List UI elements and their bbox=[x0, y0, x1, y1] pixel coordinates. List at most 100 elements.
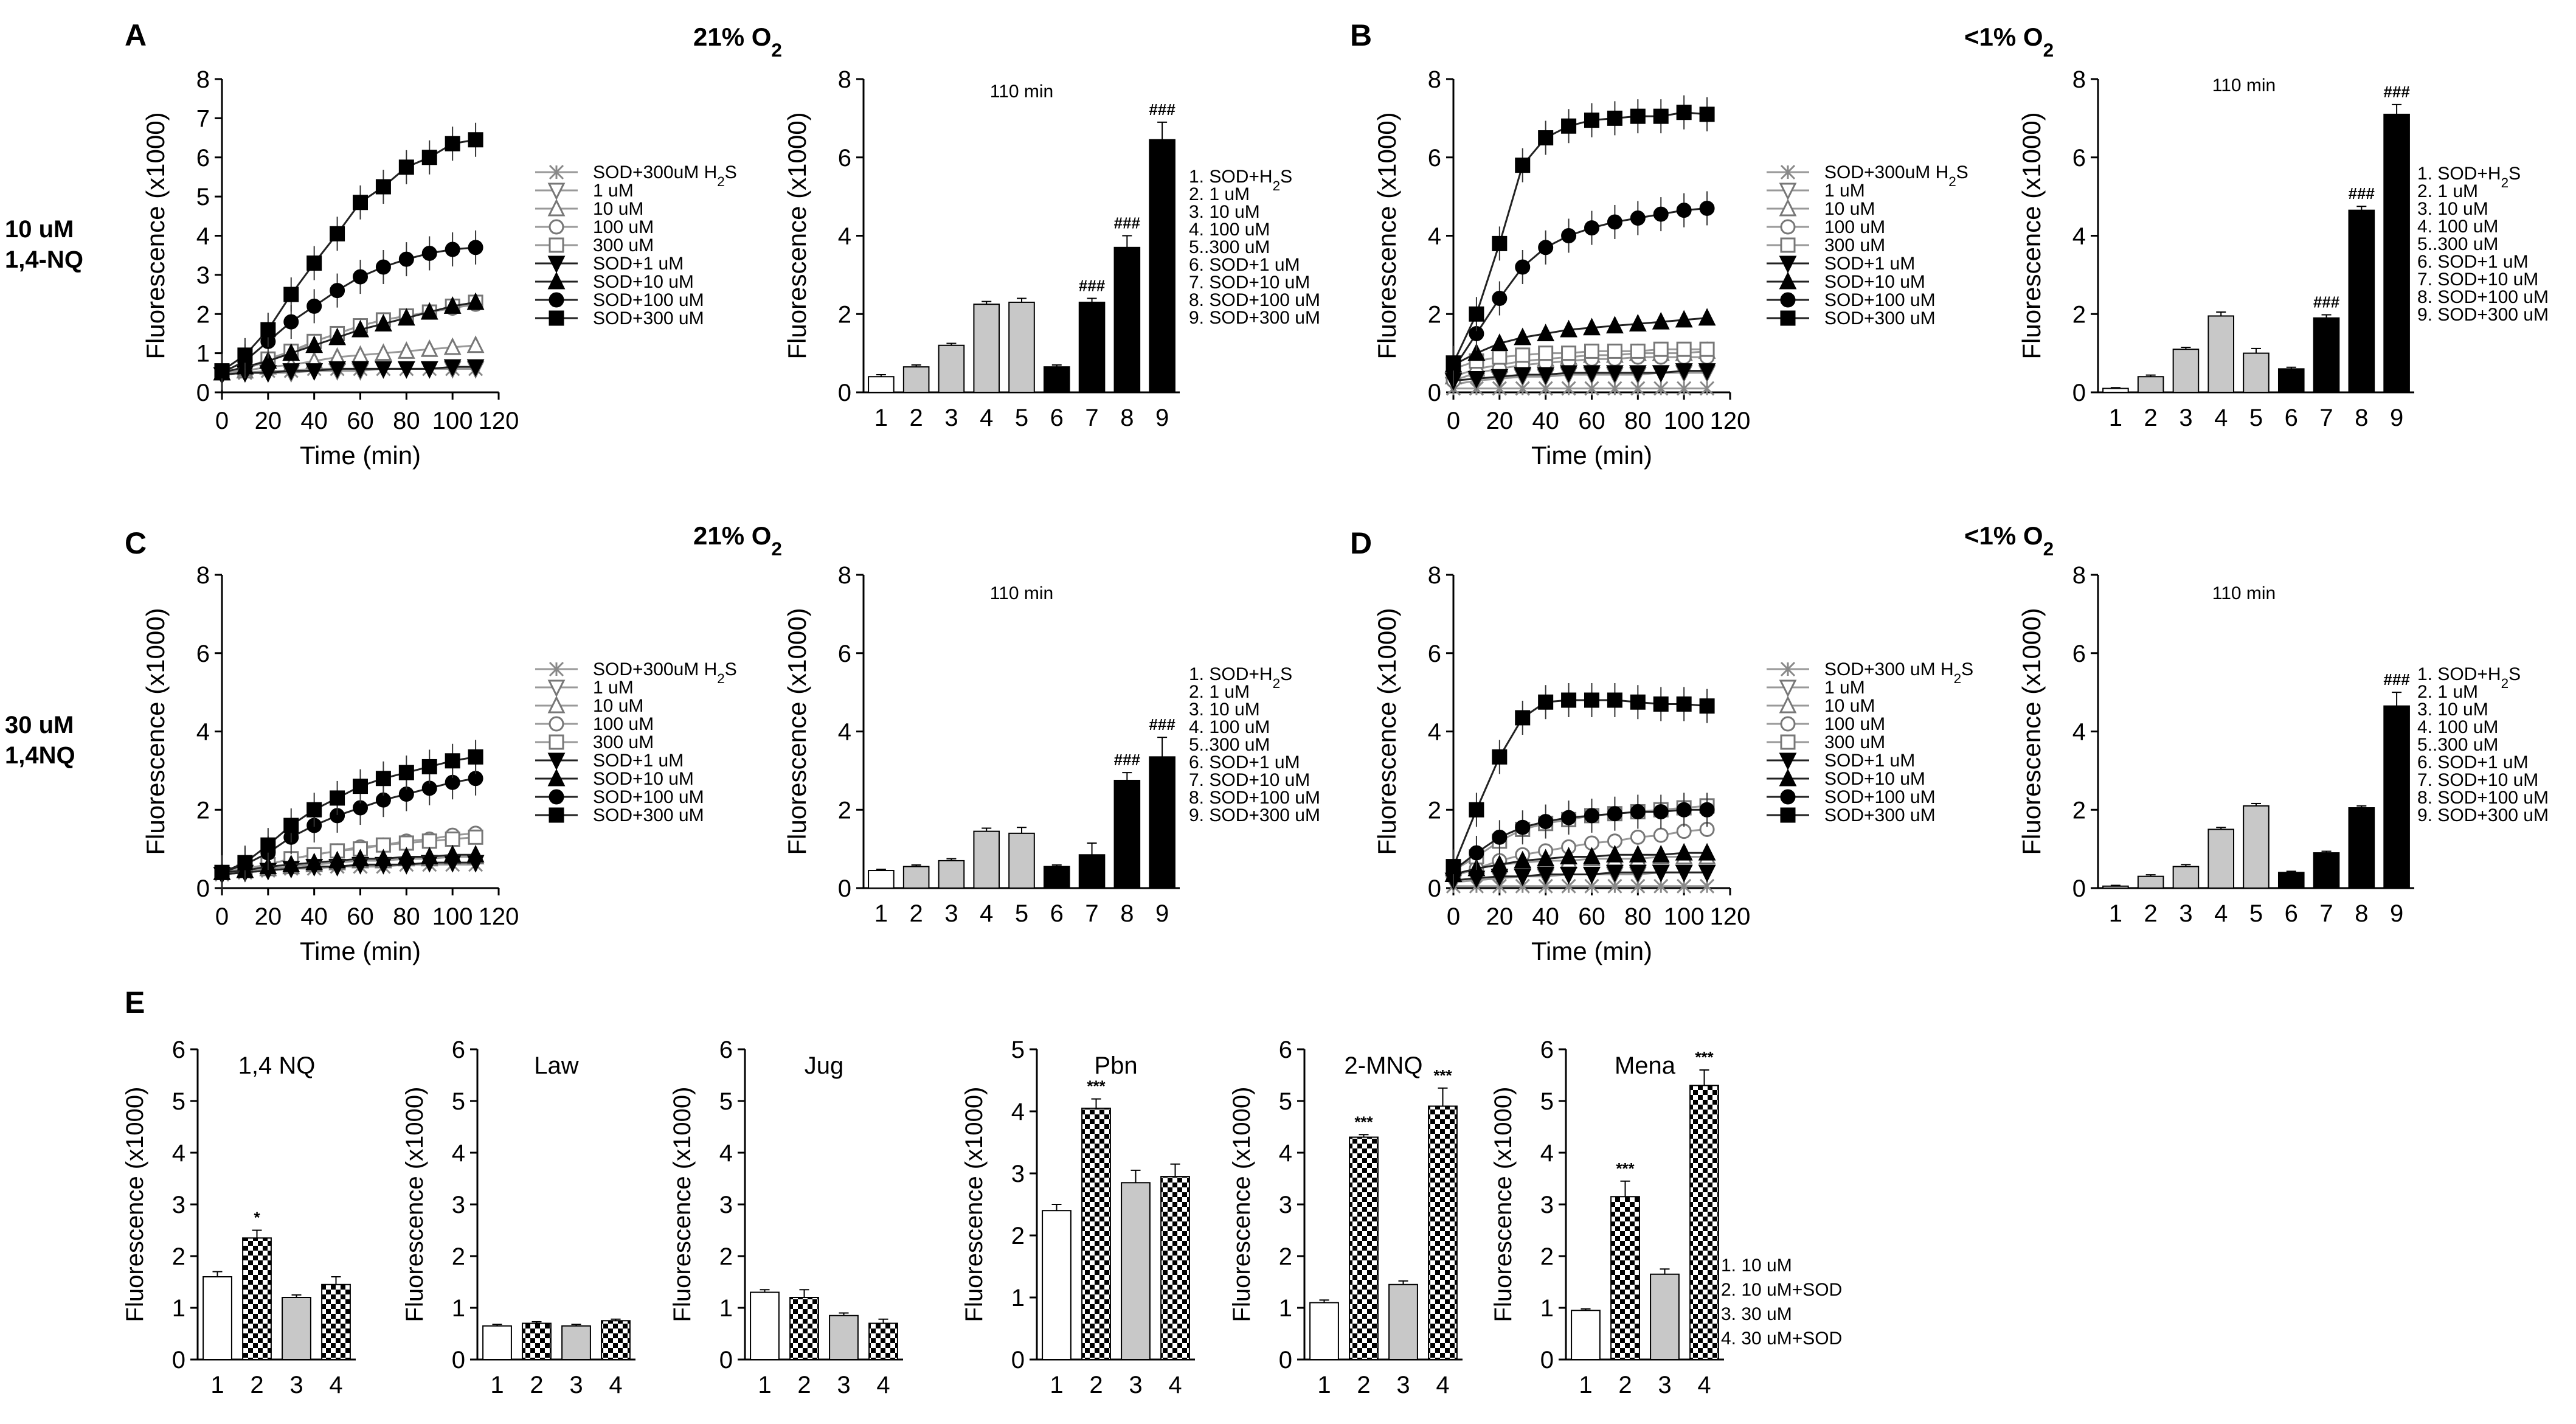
E_3-ytick-label: 6 bbox=[719, 1037, 733, 1063]
D_line-point bbox=[1469, 845, 1484, 861]
D_line-legend-label: 10 uM bbox=[1824, 696, 1875, 716]
C_line-legend-marker bbox=[547, 768, 566, 787]
A_line-point bbox=[374, 313, 392, 332]
A_line-point bbox=[397, 361, 415, 379]
A_bar-ytick-label: 4 bbox=[838, 223, 851, 250]
A_line-series-line bbox=[221, 139, 476, 372]
A_line-point bbox=[466, 335, 485, 353]
B_line-point bbox=[1676, 341, 1692, 357]
E_5-ytick-label: 6 bbox=[1279, 1037, 1292, 1063]
E_5-ylabel: Fluorescence (x1000) bbox=[1228, 1087, 1255, 1322]
E_3-bar bbox=[750, 1291, 780, 1360]
A_line-legend-marker bbox=[549, 164, 564, 180]
B_line-chart: 0 2 4 6 8 Fluorescence (x1000) 0 20 40 60 80 100 120… bbox=[1373, 66, 1968, 470]
A_line-legend-marker bbox=[549, 292, 564, 308]
C_line-point bbox=[398, 765, 414, 780]
B_line-legend-label: 10 uM bbox=[1824, 199, 1875, 219]
E_2-bar bbox=[522, 1322, 552, 1360]
A_line-xtick-label: 100 bbox=[432, 408, 473, 434]
C_line-legend-marker bbox=[547, 752, 566, 771]
C_bar-xtick-label: 9 bbox=[1155, 900, 1169, 927]
C_line-point bbox=[421, 833, 437, 849]
B_bar-legend-label: 9. SOD+300 uM bbox=[2417, 305, 2549, 325]
B_line-point bbox=[1537, 367, 1555, 385]
B_line-point bbox=[1560, 365, 1578, 383]
E_6-significance: *** bbox=[1616, 1159, 1635, 1178]
D_bar-xtick-label: 5 bbox=[2249, 900, 2263, 927]
E_1-ytick-label: 4 bbox=[172, 1140, 185, 1167]
D_bar-xtick-label: 4 bbox=[2214, 900, 2228, 927]
A_bar-bar bbox=[1043, 366, 1070, 393]
A_line-point bbox=[305, 335, 324, 353]
B_bar-ytick-label: 2 bbox=[2072, 301, 2086, 328]
A_line-ytick-label: 4 bbox=[196, 223, 210, 250]
D_line-point bbox=[1675, 864, 1693, 883]
A_line-ytick-label: 5 bbox=[196, 184, 210, 210]
A_bar-bar bbox=[902, 366, 930, 393]
E_6-legend-label: 1. 10 uM bbox=[1721, 1256, 1792, 1276]
D_line-xlabel: Time (min) bbox=[1531, 937, 1652, 965]
B_line-xtick-label: 80 bbox=[1624, 408, 1652, 434]
B_line-legend-marker bbox=[1779, 182, 1797, 201]
C_line-point bbox=[260, 837, 276, 853]
A_bar-xtick-label: 2 bbox=[910, 405, 923, 431]
D_bar-ytick-label: 0 bbox=[2072, 875, 2086, 902]
A_line-legend-marker bbox=[547, 271, 566, 290]
B_bar-bar bbox=[2348, 209, 2375, 393]
E_1-bar bbox=[203, 1276, 232, 1360]
A_line-point bbox=[259, 351, 277, 369]
B_line-point bbox=[1652, 365, 1670, 383]
A_line-point bbox=[214, 363, 230, 379]
B_line-legend-label: SOD+300uM H2S bbox=[1824, 162, 1968, 189]
B_line-legend-marker bbox=[1779, 271, 1797, 290]
E_1-title: 1,4 NQ bbox=[238, 1052, 316, 1079]
E_6-legend-label: 2. 10 uM+SOD bbox=[1721, 1280, 1842, 1300]
B_line-point bbox=[1538, 240, 1554, 255]
D_line-point bbox=[1630, 694, 1646, 710]
C_line-point bbox=[306, 802, 322, 818]
B_line-point bbox=[1653, 341, 1669, 357]
E_4-ytick-label: 5 bbox=[1011, 1037, 1025, 1063]
C_line-point bbox=[468, 829, 483, 845]
D_bar-legend-label: 6. SOD+1 uM bbox=[2417, 752, 2529, 773]
D_bar-xtick-label: 7 bbox=[2319, 900, 2333, 927]
A_bar-xtick-label: 8 bbox=[1120, 405, 1134, 431]
D_line-point bbox=[1629, 864, 1647, 883]
C_line-legend-label: SOD+100 uM bbox=[593, 787, 704, 807]
A_line-point bbox=[375, 179, 391, 195]
D_bar-ytick-label: 8 bbox=[2072, 562, 2086, 589]
C_bar-legend-label: 2. 1 uM bbox=[1189, 682, 1250, 702]
D_line-point bbox=[1652, 844, 1670, 863]
E_6-ytick-label: 3 bbox=[1540, 1192, 1554, 1218]
E_3-xtick-label: 4 bbox=[876, 1372, 890, 1398]
A_bar-legend-label: 5..300 uM bbox=[1189, 237, 1270, 257]
A_line-ytick-label: 3 bbox=[196, 262, 210, 289]
B_line-point bbox=[1584, 220, 1599, 236]
D_bar-legend-label: 5..300 uM bbox=[2417, 735, 2498, 755]
E_6-ytick-label: 5 bbox=[1540, 1088, 1554, 1115]
B_line-xtick-label: 20 bbox=[1486, 408, 1514, 434]
A_line-legend-label: 100 uM bbox=[593, 217, 654, 237]
B_line-legend-marker bbox=[1780, 292, 1796, 308]
A_line-xtick-label: 20 bbox=[255, 408, 282, 434]
A_line-point bbox=[420, 339, 438, 357]
D_line-point bbox=[1630, 829, 1646, 845]
C_bar-bar bbox=[1149, 756, 1175, 889]
C_line-legend-marker bbox=[547, 695, 566, 714]
A_bar-bar bbox=[1113, 246, 1141, 393]
B_bar-ytick-label: 4 bbox=[2072, 223, 2086, 250]
B_line-point bbox=[1653, 206, 1669, 222]
D_line-series-line bbox=[1453, 805, 1708, 872]
D_bar-bar bbox=[2207, 828, 2235, 889]
E_1-bar bbox=[242, 1237, 272, 1360]
B_line-ytick-label: 2 bbox=[1428, 301, 1441, 328]
E_6-bar bbox=[1571, 1310, 1601, 1360]
D_bar-ytick-label: 4 bbox=[2072, 719, 2086, 746]
D_bar-ytick-label: 2 bbox=[2072, 797, 2086, 824]
B_line-point bbox=[1583, 365, 1601, 383]
B_line-point bbox=[1699, 200, 1715, 216]
B_bar-xtick-label: 6 bbox=[2285, 405, 2298, 431]
E_3-ytick-label: 4 bbox=[719, 1140, 733, 1167]
C_bar-ylabel: Fluorescence (x1000) bbox=[783, 608, 811, 855]
